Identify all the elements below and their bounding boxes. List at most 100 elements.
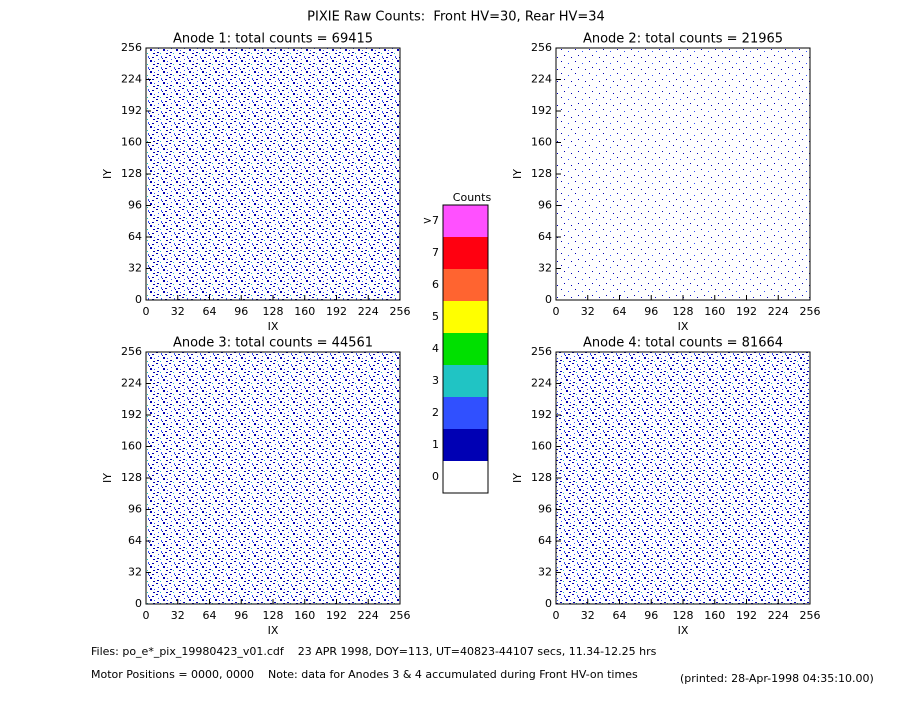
x-tick-label: 128 (263, 609, 284, 622)
x-tick-label: 32 (171, 305, 185, 318)
x-tick-label: 96 (234, 305, 248, 318)
x-tick-label: 128 (263, 305, 284, 318)
colorbar-swatch (443, 397, 488, 429)
colorbar-label: 7 (432, 246, 439, 259)
colorbar-label: 6 (432, 278, 439, 291)
x-tick-label: 96 (234, 609, 248, 622)
heatmap-area (145, 47, 401, 301)
y-tick-label: 128 (121, 471, 142, 484)
footer-motor: Motor Positions = 0000, 0000 Note: data … (91, 668, 638, 681)
heatmap-area (555, 351, 811, 605)
x-tick-label: 0 (143, 609, 150, 622)
x-tick-label: 0 (553, 305, 560, 318)
colorbar-swatch (443, 237, 488, 269)
y-tick-label: 64 (538, 534, 552, 547)
y-tick-label: 32 (538, 262, 552, 275)
x-tick-label: 0 (553, 609, 560, 622)
colorbar-swatch (443, 333, 488, 365)
panel-title: Anode 4: total counts = 81664 (583, 336, 783, 351)
y-axis-label: IY (511, 473, 524, 483)
y-tick-label: 96 (538, 199, 552, 212)
x-tick-label: 64 (203, 609, 217, 622)
x-tick-label: 256 (390, 609, 411, 622)
y-tick-label: 224 (531, 73, 552, 86)
y-tick-label: 0 (545, 597, 552, 610)
x-tick-label: 32 (581, 305, 595, 318)
x-tick-label: 224 (358, 305, 379, 318)
x-tick-label: 256 (390, 305, 411, 318)
colorbar-title: Counts (453, 191, 492, 204)
y-tick-label: 224 (121, 377, 142, 390)
x-tick-label: 32 (581, 609, 595, 622)
x-tick-label: 128 (673, 305, 694, 318)
x-tick-label: 0 (143, 305, 150, 318)
colorbar-label: 2 (432, 406, 439, 419)
x-tick-label: 96 (644, 609, 658, 622)
colorbar-swatch (443, 461, 488, 493)
y-tick-label: 0 (545, 293, 552, 306)
x-tick-label: 32 (171, 609, 185, 622)
figure-title: PIXIE Raw Counts: Front HV=30, Rear HV=3… (307, 10, 605, 25)
x-tick-label: 128 (673, 609, 694, 622)
y-tick-label: 192 (531, 104, 552, 117)
y-tick-label: 0 (135, 597, 142, 610)
x-tick-label: 64 (613, 609, 627, 622)
y-axis-label: IY (101, 169, 114, 179)
footer-printed: (printed: 28-Apr-1998 04:35:10.00) (680, 672, 874, 685)
y-tick-label: 128 (531, 471, 552, 484)
y-tick-label: 128 (531, 167, 552, 180)
y-tick-label: 256 (531, 345, 552, 358)
x-tick-label: 224 (358, 609, 379, 622)
x-axis-label: IX (678, 624, 689, 637)
colorbar-swatch (443, 301, 488, 333)
y-tick-label: 160 (121, 136, 142, 149)
panel-title: Anode 1: total counts = 69415 (173, 32, 373, 47)
heatmap-area (145, 351, 401, 605)
x-axis-label: IX (268, 624, 279, 637)
colorbar-label: 5 (432, 310, 439, 323)
x-tick-label: 160 (294, 305, 315, 318)
y-tick-label: 32 (128, 262, 142, 275)
y-tick-label: 160 (531, 440, 552, 453)
y-tick-label: 160 (121, 440, 142, 453)
x-tick-label: 160 (294, 609, 315, 622)
colorbar-label: >7 (423, 214, 439, 227)
colorbar-swatch (443, 429, 488, 461)
x-tick-label: 160 (704, 305, 725, 318)
y-tick-label: 96 (538, 503, 552, 516)
y-tick-label: 0 (135, 293, 142, 306)
x-tick-label: 160 (704, 609, 725, 622)
colorbar-label: 1 (432, 438, 439, 451)
x-tick-label: 256 (800, 305, 821, 318)
y-axis-label: IY (511, 169, 524, 179)
x-tick-label: 192 (326, 609, 347, 622)
heatmap-area (555, 47, 811, 301)
y-tick-label: 32 (128, 566, 142, 579)
y-tick-label: 192 (531, 408, 552, 421)
x-axis-label: IX (678, 320, 689, 333)
x-tick-label: 192 (736, 305, 757, 318)
y-tick-label: 160 (531, 136, 552, 149)
x-tick-label: 224 (768, 305, 789, 318)
y-tick-label: 224 (121, 73, 142, 86)
y-tick-label: 96 (128, 199, 142, 212)
footer-files: Files: po_e*_pix_19980423_v01.cdf 23 APR… (91, 645, 657, 658)
y-tick-label: 192 (121, 408, 142, 421)
panel-title: Anode 3: total counts = 44561 (173, 336, 373, 351)
colorbar-label: 3 (432, 374, 439, 387)
y-tick-label: 256 (121, 345, 142, 358)
y-tick-label: 192 (121, 104, 142, 117)
y-tick-label: 256 (121, 41, 142, 54)
panel-title: Anode 2: total counts = 21965 (583, 32, 783, 47)
x-tick-label: 64 (203, 305, 217, 318)
x-tick-label: 96 (644, 305, 658, 318)
x-tick-label: 224 (768, 609, 789, 622)
x-tick-label: 256 (800, 609, 821, 622)
colorbar-swatch (443, 205, 488, 237)
y-tick-label: 64 (538, 230, 552, 243)
y-axis-label: IY (101, 473, 114, 483)
x-tick-label: 192 (326, 305, 347, 318)
x-tick-label: 192 (736, 609, 757, 622)
colorbar-swatch (443, 365, 488, 397)
